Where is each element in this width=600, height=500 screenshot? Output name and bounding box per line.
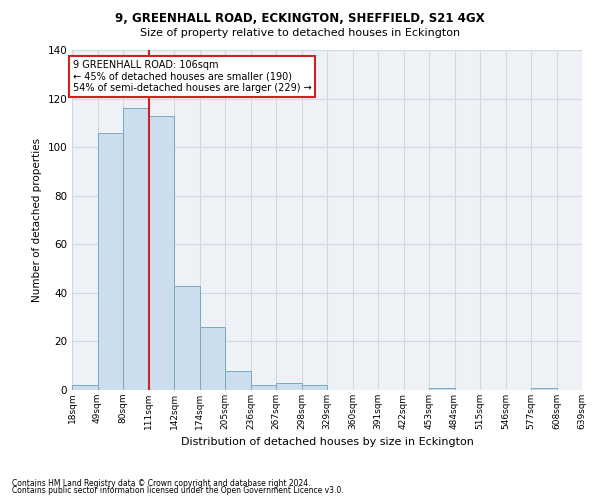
Bar xyxy=(225,370,251,390)
Text: Contains HM Land Registry data © Crown copyright and database right 2024.: Contains HM Land Registry data © Crown c… xyxy=(12,478,311,488)
Bar xyxy=(97,132,123,390)
Bar xyxy=(149,116,174,390)
Bar xyxy=(302,385,327,390)
Text: 9 GREENHALL ROAD: 106sqm
← 45% of detached houses are smaller (190)
54% of semi-: 9 GREENHALL ROAD: 106sqm ← 45% of detach… xyxy=(73,60,311,93)
Text: 9, GREENHALL ROAD, ECKINGTON, SHEFFIELD, S21 4GX: 9, GREENHALL ROAD, ECKINGTON, SHEFFIELD,… xyxy=(115,12,485,26)
Text: Size of property relative to detached houses in Eckington: Size of property relative to detached ho… xyxy=(140,28,460,38)
Bar xyxy=(276,382,302,390)
Bar xyxy=(72,385,97,390)
Bar xyxy=(174,286,199,390)
Bar xyxy=(199,327,225,390)
Bar xyxy=(531,388,557,390)
Text: Contains public sector information licensed under the Open Government Licence v3: Contains public sector information licen… xyxy=(12,486,344,495)
Bar xyxy=(251,385,276,390)
X-axis label: Distribution of detached houses by size in Eckington: Distribution of detached houses by size … xyxy=(181,438,473,448)
Bar xyxy=(123,108,149,390)
Bar xyxy=(429,388,455,390)
Y-axis label: Number of detached properties: Number of detached properties xyxy=(32,138,42,302)
